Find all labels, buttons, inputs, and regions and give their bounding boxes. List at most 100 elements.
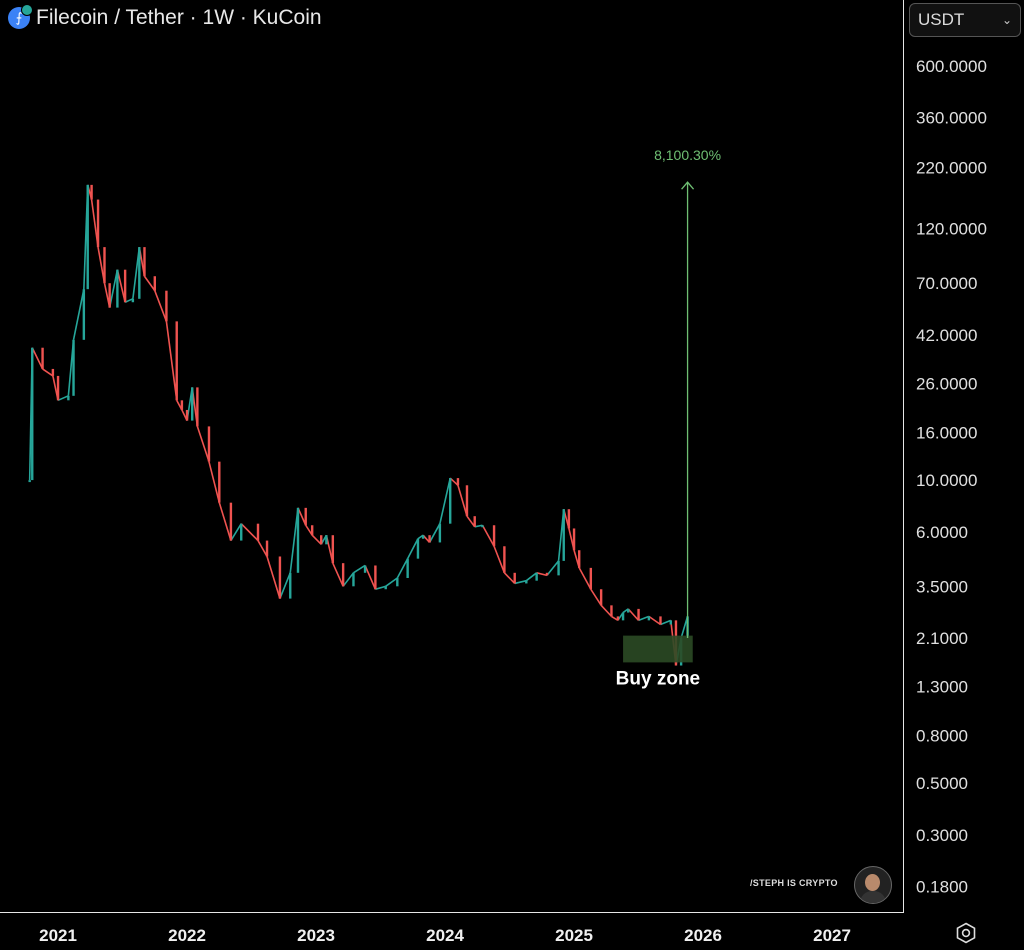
price-segment bbox=[546, 560, 560, 576]
filecoin-icon: ⨍ bbox=[8, 4, 33, 29]
candle bbox=[123, 269, 127, 303]
price-segment bbox=[353, 564, 366, 574]
price-segment bbox=[385, 577, 398, 587]
price-segment bbox=[31, 347, 44, 370]
candle bbox=[96, 199, 100, 248]
candle bbox=[138, 247, 141, 299]
candle bbox=[384, 586, 387, 590]
price-segment bbox=[648, 615, 661, 626]
candle bbox=[108, 283, 111, 308]
price-segment bbox=[230, 523, 242, 541]
candle bbox=[465, 485, 469, 517]
candle bbox=[218, 461, 221, 503]
price-axis-divider bbox=[903, 0, 904, 912]
candle bbox=[578, 550, 581, 568]
price-segment bbox=[627, 608, 640, 621]
price-segment bbox=[124, 298, 134, 303]
candle bbox=[627, 608, 630, 613]
y-tick-label: 3.5000 bbox=[916, 577, 968, 596]
candle bbox=[51, 368, 55, 376]
candle bbox=[331, 535, 335, 564]
price-segment bbox=[72, 288, 85, 340]
price-segment bbox=[342, 572, 355, 587]
candle bbox=[143, 247, 146, 277]
y-tick-label: 6.0000 bbox=[916, 523, 968, 542]
candle bbox=[41, 347, 44, 369]
x-tick-label: 2021 bbox=[39, 926, 77, 945]
candle bbox=[535, 572, 538, 581]
avatar bbox=[854, 866, 892, 904]
candle bbox=[256, 523, 260, 541]
price-segment bbox=[600, 604, 613, 617]
price-segment bbox=[364, 565, 377, 590]
y-tick-label: 0.3000 bbox=[916, 826, 968, 845]
candle bbox=[421, 535, 425, 539]
chevron-down-icon: ⌄ bbox=[1001, 13, 1012, 27]
candle bbox=[229, 502, 233, 541]
candle bbox=[428, 535, 431, 543]
candle bbox=[278, 556, 282, 599]
x-tick-label: 2027 bbox=[813, 926, 851, 945]
price-segment bbox=[638, 615, 650, 622]
price-segment bbox=[196, 426, 210, 462]
candle bbox=[86, 184, 89, 290]
candle bbox=[28, 480, 31, 483]
price-segment bbox=[154, 290, 168, 322]
price-segment bbox=[406, 538, 419, 560]
y-tick-label: 600.0000 bbox=[916, 57, 987, 76]
price-segment bbox=[474, 524, 483, 528]
x-axis: 2021 2022 2023 2024 2025 2026 2027 bbox=[39, 926, 851, 945]
candle bbox=[207, 426, 211, 462]
price-segment bbox=[165, 321, 178, 401]
price-segment bbox=[396, 558, 409, 579]
y-tick-label: 10.0000 bbox=[916, 471, 977, 490]
price-segment bbox=[143, 275, 156, 292]
price-segment bbox=[266, 556, 281, 599]
price-segment bbox=[457, 485, 468, 517]
candle bbox=[72, 339, 75, 396]
price-segment bbox=[525, 572, 538, 582]
candle bbox=[185, 409, 189, 421]
y-tick-label: 2.1000 bbox=[916, 629, 968, 648]
candle bbox=[31, 347, 34, 481]
candle bbox=[503, 546, 506, 573]
candle bbox=[567, 509, 571, 529]
buy-zone-box bbox=[623, 635, 693, 663]
settings-icon[interactable] bbox=[955, 922, 977, 944]
candle bbox=[616, 616, 620, 621]
symbol-title: Filecoin / Tether · 1W · KuCoin bbox=[36, 6, 322, 29]
candle bbox=[599, 589, 603, 606]
candle bbox=[90, 184, 93, 200]
price-segment bbox=[439, 477, 451, 524]
candle bbox=[481, 525, 484, 528]
price-segment bbox=[493, 545, 506, 574]
candle bbox=[180, 400, 184, 410]
y-tick-label: 16.0000 bbox=[916, 424, 977, 443]
price-segment bbox=[660, 619, 672, 626]
candle bbox=[56, 375, 60, 401]
candle bbox=[67, 395, 70, 401]
y-tick-label: 120.0000 bbox=[916, 220, 987, 239]
candle bbox=[572, 528, 576, 551]
price-segment bbox=[578, 567, 592, 590]
candle bbox=[557, 560, 560, 576]
candle bbox=[545, 572, 549, 576]
y-tick-label: 220.0000 bbox=[916, 158, 987, 177]
target-percent-label: 8,100.30% bbox=[654, 147, 721, 163]
candle bbox=[191, 387, 194, 421]
price-segment bbox=[536, 572, 548, 577]
candle bbox=[621, 612, 625, 621]
candle bbox=[647, 616, 651, 621]
currency-select[interactable]: USDT ⌄ bbox=[909, 3, 1021, 37]
candle bbox=[396, 577, 399, 587]
target-arrow-head bbox=[681, 181, 695, 190]
candle bbox=[341, 563, 345, 587]
price-segment bbox=[108, 269, 119, 308]
price-segment bbox=[257, 540, 268, 557]
candle bbox=[82, 289, 86, 340]
candle bbox=[175, 321, 178, 401]
candle bbox=[374, 565, 377, 590]
candle bbox=[352, 572, 355, 587]
chart-title[interactable]: ⨍ Filecoin / Tether · 1W · KuCoin bbox=[8, 4, 322, 30]
